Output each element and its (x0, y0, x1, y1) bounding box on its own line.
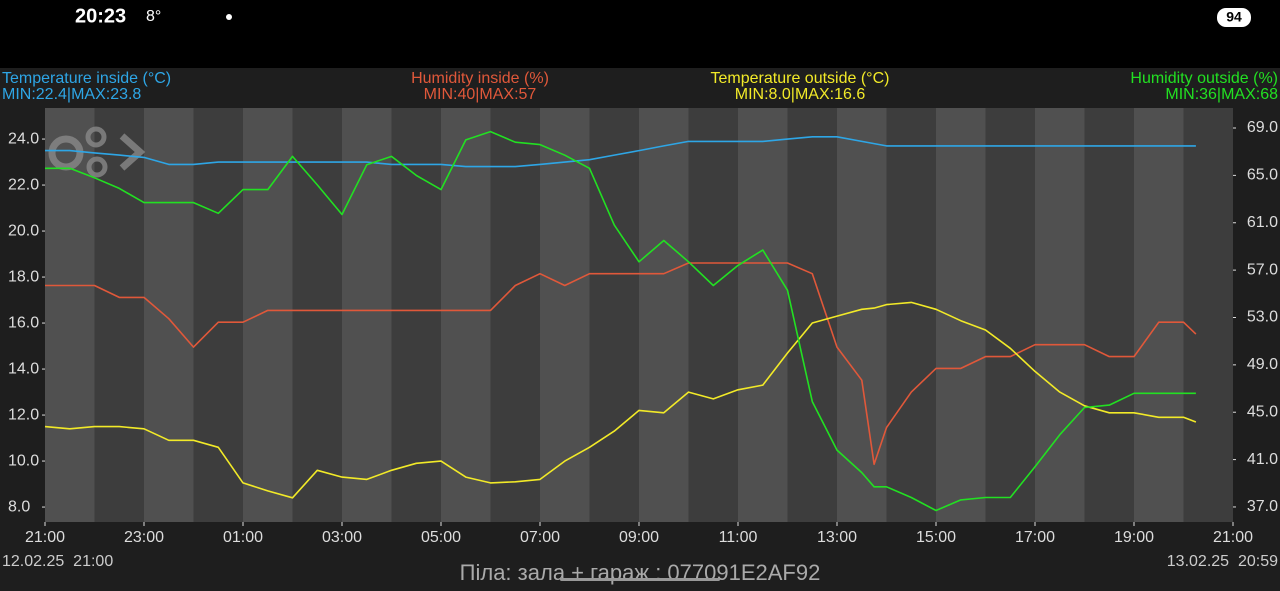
legend-summary: MIN:40|MAX:57 (424, 86, 537, 103)
status-bar (0, 0, 1280, 68)
hour-band (292, 108, 342, 522)
legend-summary: MIN:8.0|MAX:16.6 (735, 86, 866, 103)
y-tick-label: 8.0 (8, 498, 30, 515)
x-tick-label: 13:00 (817, 529, 857, 546)
hour-band (837, 108, 887, 522)
series-line (45, 136, 1196, 168)
y2-tick-label: 49.0 (1247, 356, 1278, 373)
hour-band (1035, 108, 1085, 522)
hour-band (985, 108, 1035, 522)
hour-band (738, 108, 788, 522)
x-tick-label: 17:00 (1015, 529, 1055, 546)
series-line (45, 130, 1196, 512)
hour-band (490, 108, 540, 522)
y2-tick-label: 53.0 (1247, 309, 1278, 326)
y-tick-label: 14.0 (8, 360, 39, 377)
hour-band (45, 108, 95, 522)
x-tick-label: 05:00 (421, 529, 461, 546)
legend-name: Temperature outside (°C) (711, 70, 890, 87)
y2-tick-label: 41.0 (1247, 451, 1278, 468)
status-temperature: 8° (146, 8, 161, 25)
y2-tick-label: 61.0 (1247, 214, 1278, 231)
y2-tick-label: 69.0 (1247, 119, 1278, 136)
legend-name: Temperature inside (°C) (2, 70, 171, 87)
hour-band (886, 108, 936, 522)
y-tick-label: 24.0 (8, 130, 39, 147)
footer-title: Піла: зала + гараж : 077091E2AF92 (460, 560, 821, 585)
legend-summary: MIN:36|MAX:68 (1165, 86, 1278, 103)
hour-band (936, 108, 986, 522)
hour-band (639, 108, 689, 522)
series-line (45, 262, 1197, 466)
hour-band (193, 108, 243, 522)
y-tick-label: 18.0 (8, 268, 39, 285)
home-indicator (560, 578, 720, 581)
hour-band (787, 108, 837, 522)
settings-icon (85, 126, 107, 148)
y-tick-label: 12.0 (8, 406, 39, 423)
y-tick-label: 16.0 (8, 314, 39, 331)
legend-summary: MIN:22.4|MAX:23.8 (2, 86, 141, 103)
status-dot (226, 14, 232, 20)
y2-tick-label: 37.0 (1247, 498, 1278, 515)
plot: 8.0 10.0 12.0 14.0 16.0 18.0 20.0 22.0 24.0 37.0 4… (2, 70, 1278, 570)
x-tick-label: 07:00 (520, 529, 560, 546)
hour-band (540, 108, 590, 522)
legend-name: Humidity inside (%) (411, 70, 549, 87)
settings-icon (86, 156, 108, 178)
hour-band (94, 108, 144, 522)
battery-level: 94 (1226, 9, 1242, 25)
legend-name: Humidity outside (%) (1130, 70, 1278, 87)
settings-arrow (119, 133, 146, 171)
hour-band (391, 108, 441, 522)
x-tick-label: 01:00 (223, 529, 263, 546)
end-date: 13.02.25 20:59 (1167, 553, 1278, 570)
hour-band (1134, 108, 1184, 522)
start-date: 12.02.25 21:00 (2, 553, 113, 570)
status-time: 20:23 (75, 5, 126, 27)
x-tick-label: 21:00 (1213, 529, 1253, 546)
battery (1217, 8, 1251, 27)
x-tick-label: 03:00 (322, 529, 362, 546)
y-tick-label: 10.0 (8, 452, 39, 469)
x-tick-label: 21:00 (25, 529, 65, 546)
hour-band (1084, 108, 1134, 522)
hour-band (1183, 108, 1233, 522)
hour-band (688, 108, 738, 522)
y2-tick-label: 45.0 (1247, 403, 1278, 420)
x-tick-label: 23:00 (124, 529, 164, 546)
hour-band (342, 108, 392, 522)
x-tick-label: 11:00 (719, 529, 758, 546)
hour-band (589, 108, 639, 522)
hour-band (243, 108, 293, 522)
y2-tick-label: 65.0 (1247, 167, 1278, 184)
settings-icon (48, 135, 84, 171)
y-tick-label: 20.0 (8, 222, 39, 239)
hour-band (144, 108, 194, 522)
x-tick-label: 15:00 (916, 529, 956, 546)
series-line (44, 301, 1197, 499)
y2-tick-label: 57.0 (1247, 261, 1278, 278)
y-tick-label: 22.0 (8, 176, 39, 193)
x-tick-label: 09:00 (619, 529, 659, 546)
x-tick-label: 19:00 (1114, 529, 1154, 546)
hour-band (441, 108, 491, 522)
